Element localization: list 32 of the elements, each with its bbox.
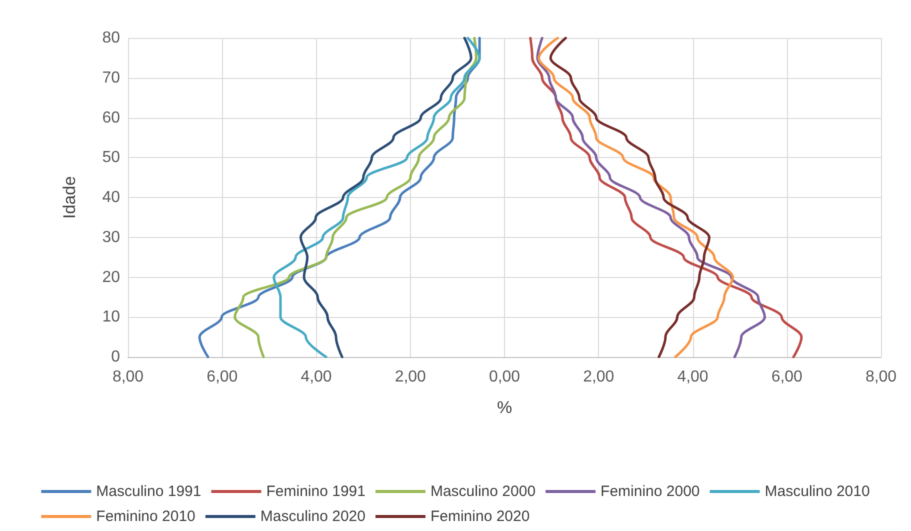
line-series: [272, 36, 481, 358]
legend-label: Masculino 2020: [260, 508, 366, 525]
legend-label: Masculino 2010: [764, 483, 870, 500]
x-tick-label: 4,00: [300, 368, 332, 386]
y-tick-label: 30: [102, 228, 120, 246]
x-tick-label: 4,00: [677, 368, 708, 386]
y-tick-label: 20: [102, 268, 120, 286]
x-tick-label: 6,00: [206, 368, 238, 386]
x-tick-label: 6,00: [771, 368, 803, 386]
x-tick-label: 0,00: [488, 368, 520, 386]
legend-label: Masculino 2000: [430, 483, 536, 500]
y-tick-label: 60: [102, 109, 120, 126]
y-tick-label: 0: [111, 348, 120, 366]
x-tick-label: 2,00: [394, 368, 426, 386]
line-series: [299, 36, 472, 358]
y-tick-label: 70: [102, 69, 120, 86]
legend-label: Feminino 2000: [600, 483, 700, 500]
legend-label: Feminino 1991: [266, 483, 366, 500]
y-tick-label: 80: [102, 30, 120, 46]
legend-label: Feminino 2010: [96, 508, 196, 525]
legend-label: Masculino 1991: [96, 483, 202, 500]
line-series: [549, 36, 710, 358]
y-axis-title: Idade: [60, 176, 79, 219]
x-tick-label: 2,00: [583, 368, 614, 386]
x-tick-label: 8,00: [112, 368, 144, 386]
x-axis-title: %: [496, 398, 512, 417]
y-tick-label: 10: [102, 308, 120, 326]
x-tick-label: 8,00: [865, 368, 897, 386]
line-series: [529, 36, 803, 358]
legend-label: Feminino 2020: [430, 508, 530, 525]
y-tick-label: 40: [102, 189, 120, 206]
y-tick-label: 50: [102, 149, 120, 166]
